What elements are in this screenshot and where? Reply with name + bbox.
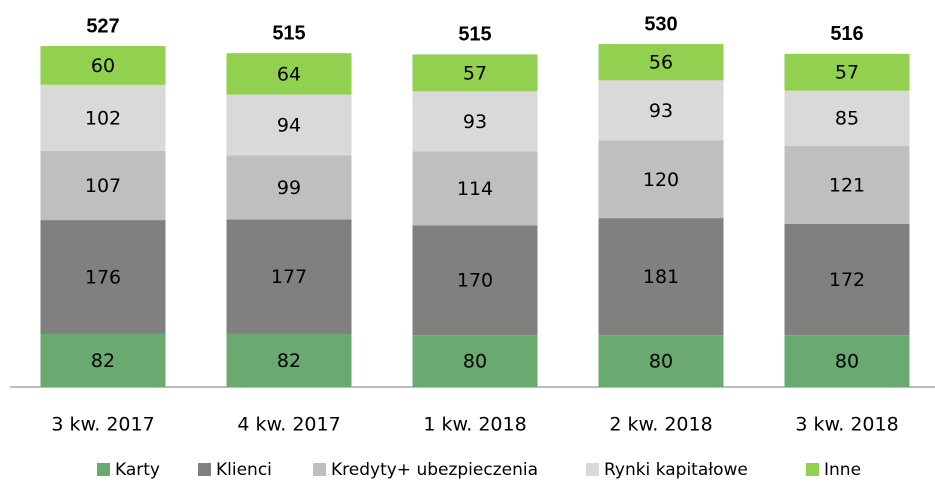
bar-segment: [226, 333, 352, 387]
segment-label: 114: [457, 178, 493, 200]
bar-segment: [598, 140, 724, 219]
x-tick-label: 1 kw. 2018: [423, 414, 526, 436]
bar-segment: [784, 90, 910, 146]
bar-segment: [412, 91, 538, 152]
segment-label: 94: [277, 114, 301, 136]
bar-segment: [412, 151, 538, 226]
legend-label: Inne: [824, 460, 861, 480]
segment-label: 85: [835, 108, 859, 130]
bar-segment: [40, 220, 166, 334]
segment-label: 181: [643, 266, 679, 288]
legend-swatch: [806, 463, 819, 476]
legend-label: Klienci: [216, 460, 272, 480]
segment-label: 64: [277, 63, 301, 85]
legend-label: Karty: [115, 460, 160, 480]
segment-label: 80: [649, 351, 673, 373]
segment-label: 82: [277, 350, 301, 372]
segment-label: 93: [649, 100, 673, 122]
segment-label: 102: [85, 107, 121, 129]
segment-label: 56: [649, 52, 673, 74]
bar-segment: [784, 223, 910, 336]
segment-label: 172: [829, 269, 865, 291]
segment-label: 80: [835, 351, 859, 373]
bar-segment: [784, 53, 910, 91]
bar-segment: [40, 333, 166, 387]
bar-segment: [598, 80, 724, 141]
bar-segment: [40, 150, 166, 221]
legend-label: Rynki kapitałowe: [604, 460, 748, 480]
segment-label: 176: [85, 267, 121, 289]
segment-label: 93: [463, 111, 487, 133]
segment-label: 82: [91, 350, 115, 372]
segment-label: 99: [277, 177, 301, 199]
bar-segment: [226, 155, 352, 220]
bar-segment: [412, 54, 538, 92]
total-label: 515: [272, 22, 305, 44]
bar-segment: [40, 46, 166, 85]
legend-label: Kredyty+ ubezpieczenia: [331, 460, 538, 480]
bar-segment: [226, 53, 352, 95]
bar-segment: [784, 145, 910, 224]
segment-label: 80: [463, 351, 487, 373]
bar-segment: [412, 225, 538, 336]
total-label: 527: [86, 15, 119, 37]
legend-swatch: [198, 463, 211, 476]
total-label: 515: [458, 24, 491, 46]
segment-label: 170: [457, 270, 493, 292]
segment-label: 57: [463, 62, 487, 84]
bar-segment: [412, 335, 538, 387]
bar-segment: [598, 335, 724, 387]
segment-label: 60: [91, 55, 115, 77]
x-tick-label: 2 kw. 2018: [609, 414, 712, 436]
legend-swatch: [586, 463, 599, 476]
segment-label: 107: [85, 175, 121, 197]
segment-label: 120: [643, 169, 679, 191]
bar-segment: [226, 94, 352, 156]
x-tick-label: 3 kw. 2018: [795, 414, 898, 436]
bar-segment: [226, 219, 352, 334]
bar-segment: [598, 218, 724, 336]
bar-segment: [784, 335, 910, 387]
segment-label: 121: [829, 174, 865, 196]
segment-label: 57: [835, 62, 859, 84]
legend-swatch: [313, 463, 326, 476]
x-tick-label: 3 kw. 2017: [51, 414, 154, 436]
total-label: 530: [644, 13, 677, 35]
segment-label: 177: [271, 266, 307, 288]
legend-swatch: [97, 463, 110, 476]
bar-segment: [40, 84, 166, 151]
x-tick-label: 4 kw. 2017: [237, 414, 340, 436]
bar-segment: [598, 44, 724, 81]
total-label: 516: [830, 23, 863, 45]
